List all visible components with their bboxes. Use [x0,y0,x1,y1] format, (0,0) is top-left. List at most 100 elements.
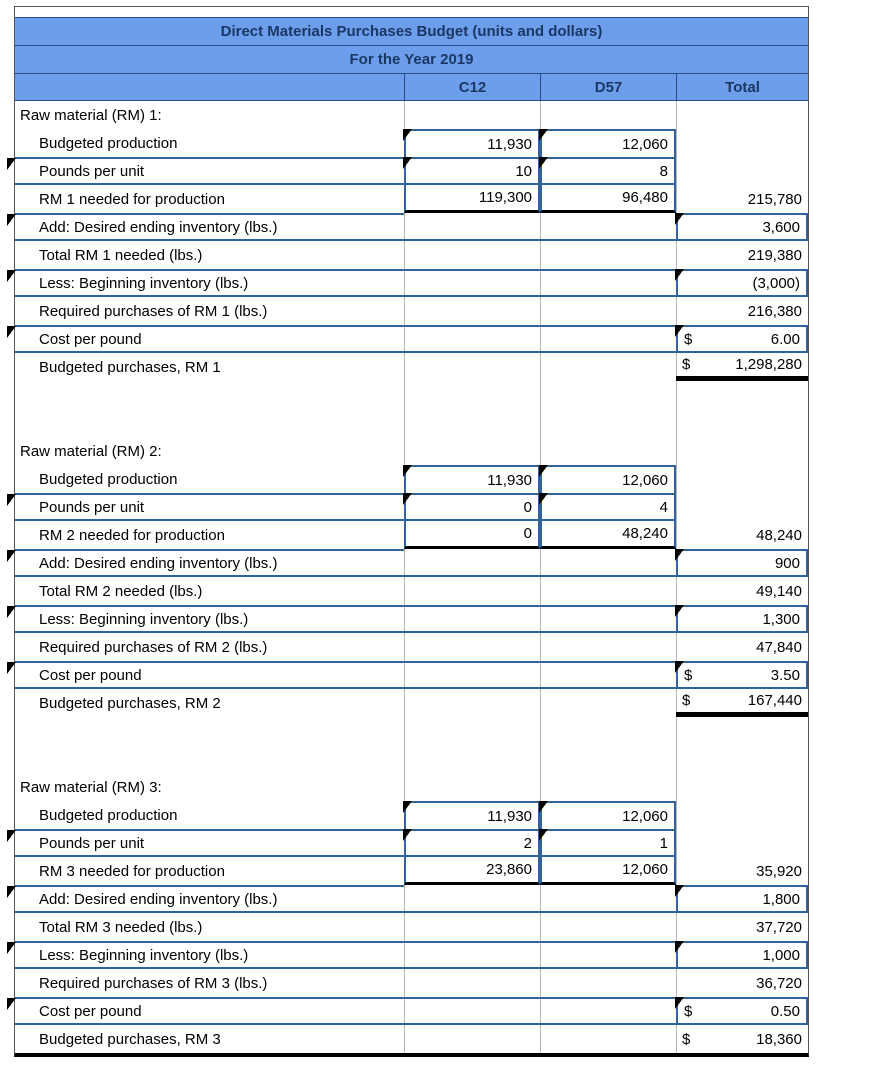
input-cell-c12[interactable]: 10 [403,157,540,185]
empty-cell [404,577,540,605]
top-margin-row [15,7,808,17]
input-cell-d57[interactable]: 12,060 [539,801,676,829]
input-cell-total[interactable]: 1,000 [675,941,808,969]
row-label: Required purchases of RM 1 (lbs.) [39,302,268,320]
input-cell-total[interactable]: (3,000) [675,269,808,297]
row-label[interactable]: Add: Desired ending inventory (lbs.) [7,885,404,913]
needed-for-production-row: RM 1 needed for production 119,300 96,48… [15,185,808,213]
row-label[interactable]: Less: Beginning inventory (lbs.) [7,941,404,969]
empty-cell [404,353,540,381]
column-header-row: C12 D57 Total [15,73,808,101]
row-label: Budgeted production [39,806,178,824]
empty-cell [676,773,808,801]
cost-per-pound-row: Cost per pound $ 3.50 [7,661,808,689]
budget-spreadsheet: Direct Materials Purchases Budget (units… [7,6,809,1057]
value-cell-c12: 23,860 [404,857,540,885]
section-header-row: Raw material (RM) 2: [15,437,808,465]
input-cell-c12[interactable]: 11,930 [403,801,540,829]
input-cell-d57[interactable]: 8 [539,157,676,185]
empty-cell [540,325,676,353]
row-label[interactable]: Add: Desired ending inventory (lbs.) [7,549,404,577]
column-header-c12: C12 [404,74,540,100]
amount: 167,440 [747,692,802,709]
amount: 1,298,280 [735,356,802,373]
row-label[interactable]: Pounds per unit [7,829,404,857]
empty-cell [404,885,540,913]
empty-cell [404,969,540,997]
budgeted-purchases-row: Budgeted purchases, RM 3 $ 18,360 [15,1025,808,1053]
cost-per-pound-row: Cost per pound $ 6.00 [7,325,808,353]
input-cell-d57[interactable]: 12,060 [539,465,676,493]
row-label: Total RM 1 needed (lbs.) [39,246,203,264]
empty-cell [404,661,540,689]
input-cell-d57[interactable]: 1 [539,829,676,857]
currency-symbol: $ [682,692,691,709]
value-cell-total: 49,140 [756,582,802,600]
empty-cell [540,241,676,269]
row-label[interactable]: Less: Beginning inventory (lbs.) [7,605,404,633]
empty-cell [404,297,540,325]
input-cell-d57[interactable]: 12,060 [539,129,676,157]
input-cell-total[interactable]: $ 3.50 [675,661,808,689]
currency-symbol: $ [684,1002,693,1020]
empty-cell [676,801,808,829]
required-purchases-row: Required purchases of RM 1 (lbs.) 216,38… [15,297,808,325]
row-label: Required purchases of RM 2 (lbs.) [39,638,268,656]
input-cell-c12[interactable]: 0 [403,493,540,521]
row-label[interactable]: Add: Desired ending inventory (lbs.) [7,213,404,241]
row-label[interactable]: Cost per pound [7,325,404,353]
budgeted-purchases-row: Budgeted purchases, RM 2 $ 167,440 [15,689,808,717]
row-label[interactable]: Cost per pound [7,997,404,1025]
input-cell-d57[interactable]: 4 [539,493,676,521]
empty-cell [676,437,808,465]
section-title: Raw material (RM) 3: [20,778,162,796]
empty-cell [540,913,676,941]
empty-cell [540,633,676,661]
row-label[interactable]: Cost per pound [7,661,404,689]
spacer-row [15,409,808,437]
input-cell-total[interactable]: 900 [675,549,808,577]
input-cell-c12[interactable]: 2 [403,829,540,857]
input-cell-total[interactable]: $ 0.50 [675,997,808,1025]
value-cell-total: $ 167,440 [676,689,808,717]
row-label[interactable]: Pounds per unit [7,157,404,185]
value-cell-c12: 0 [404,521,540,549]
empty-cell [540,969,676,997]
table-title: Direct Materials Purchases Budget (units… [15,17,808,45]
row-label: Budgeted purchases, RM 3 [39,1030,221,1048]
amount: 6.00 [770,330,800,348]
input-cell-total[interactable]: 1,800 [675,885,808,913]
section-header-row: Raw material (RM) 1: [15,101,808,129]
spacer-row [15,745,808,773]
cost-per-pound-row: Cost per pound $ 0.50 [7,997,808,1025]
row-label: Budgeted production [39,134,178,152]
amount: 3.50 [770,666,800,684]
input-cell-total[interactable]: 3,600 [675,213,808,241]
budgeted-production-row: Budgeted production 11,930 12,060 [15,801,808,829]
required-purchases-row: Required purchases of RM 2 (lbs.) 47,840 [15,633,808,661]
row-label[interactable]: Less: Beginning inventory (lbs.) [7,269,404,297]
input-cell-total[interactable]: $ 6.00 [675,325,808,353]
currency-symbol: $ [684,330,693,348]
empty-header-cell [15,74,404,100]
section-title: Raw material (RM) 2: [20,442,162,460]
input-cell-total[interactable]: 1,300 [675,605,808,633]
empty-cell [540,689,676,717]
empty-cell [404,773,540,801]
row-label: Budgeted purchases, RM 1 [39,358,221,376]
value-cell-total: $ 18,360 [676,1025,808,1053]
empty-cell [676,465,808,493]
value-cell-total: 35,920 [756,862,802,880]
row-label[interactable]: Pounds per unit [7,493,404,521]
empty-cell [540,1025,676,1053]
input-cell-c12[interactable]: 11,930 [403,129,540,157]
empty-cell [404,1025,540,1053]
value-cell-total: 215,780 [747,190,802,208]
empty-cell [404,241,540,269]
input-cell-c12[interactable]: 11,930 [403,465,540,493]
empty-cell [540,437,676,465]
beginning-inventory-row: Less: Beginning inventory (lbs.) 1,000 [7,941,808,969]
total-needed-row: Total RM 1 needed (lbs.) 219,380 [15,241,808,269]
empty-cell [540,101,676,129]
empty-cell [540,885,676,913]
